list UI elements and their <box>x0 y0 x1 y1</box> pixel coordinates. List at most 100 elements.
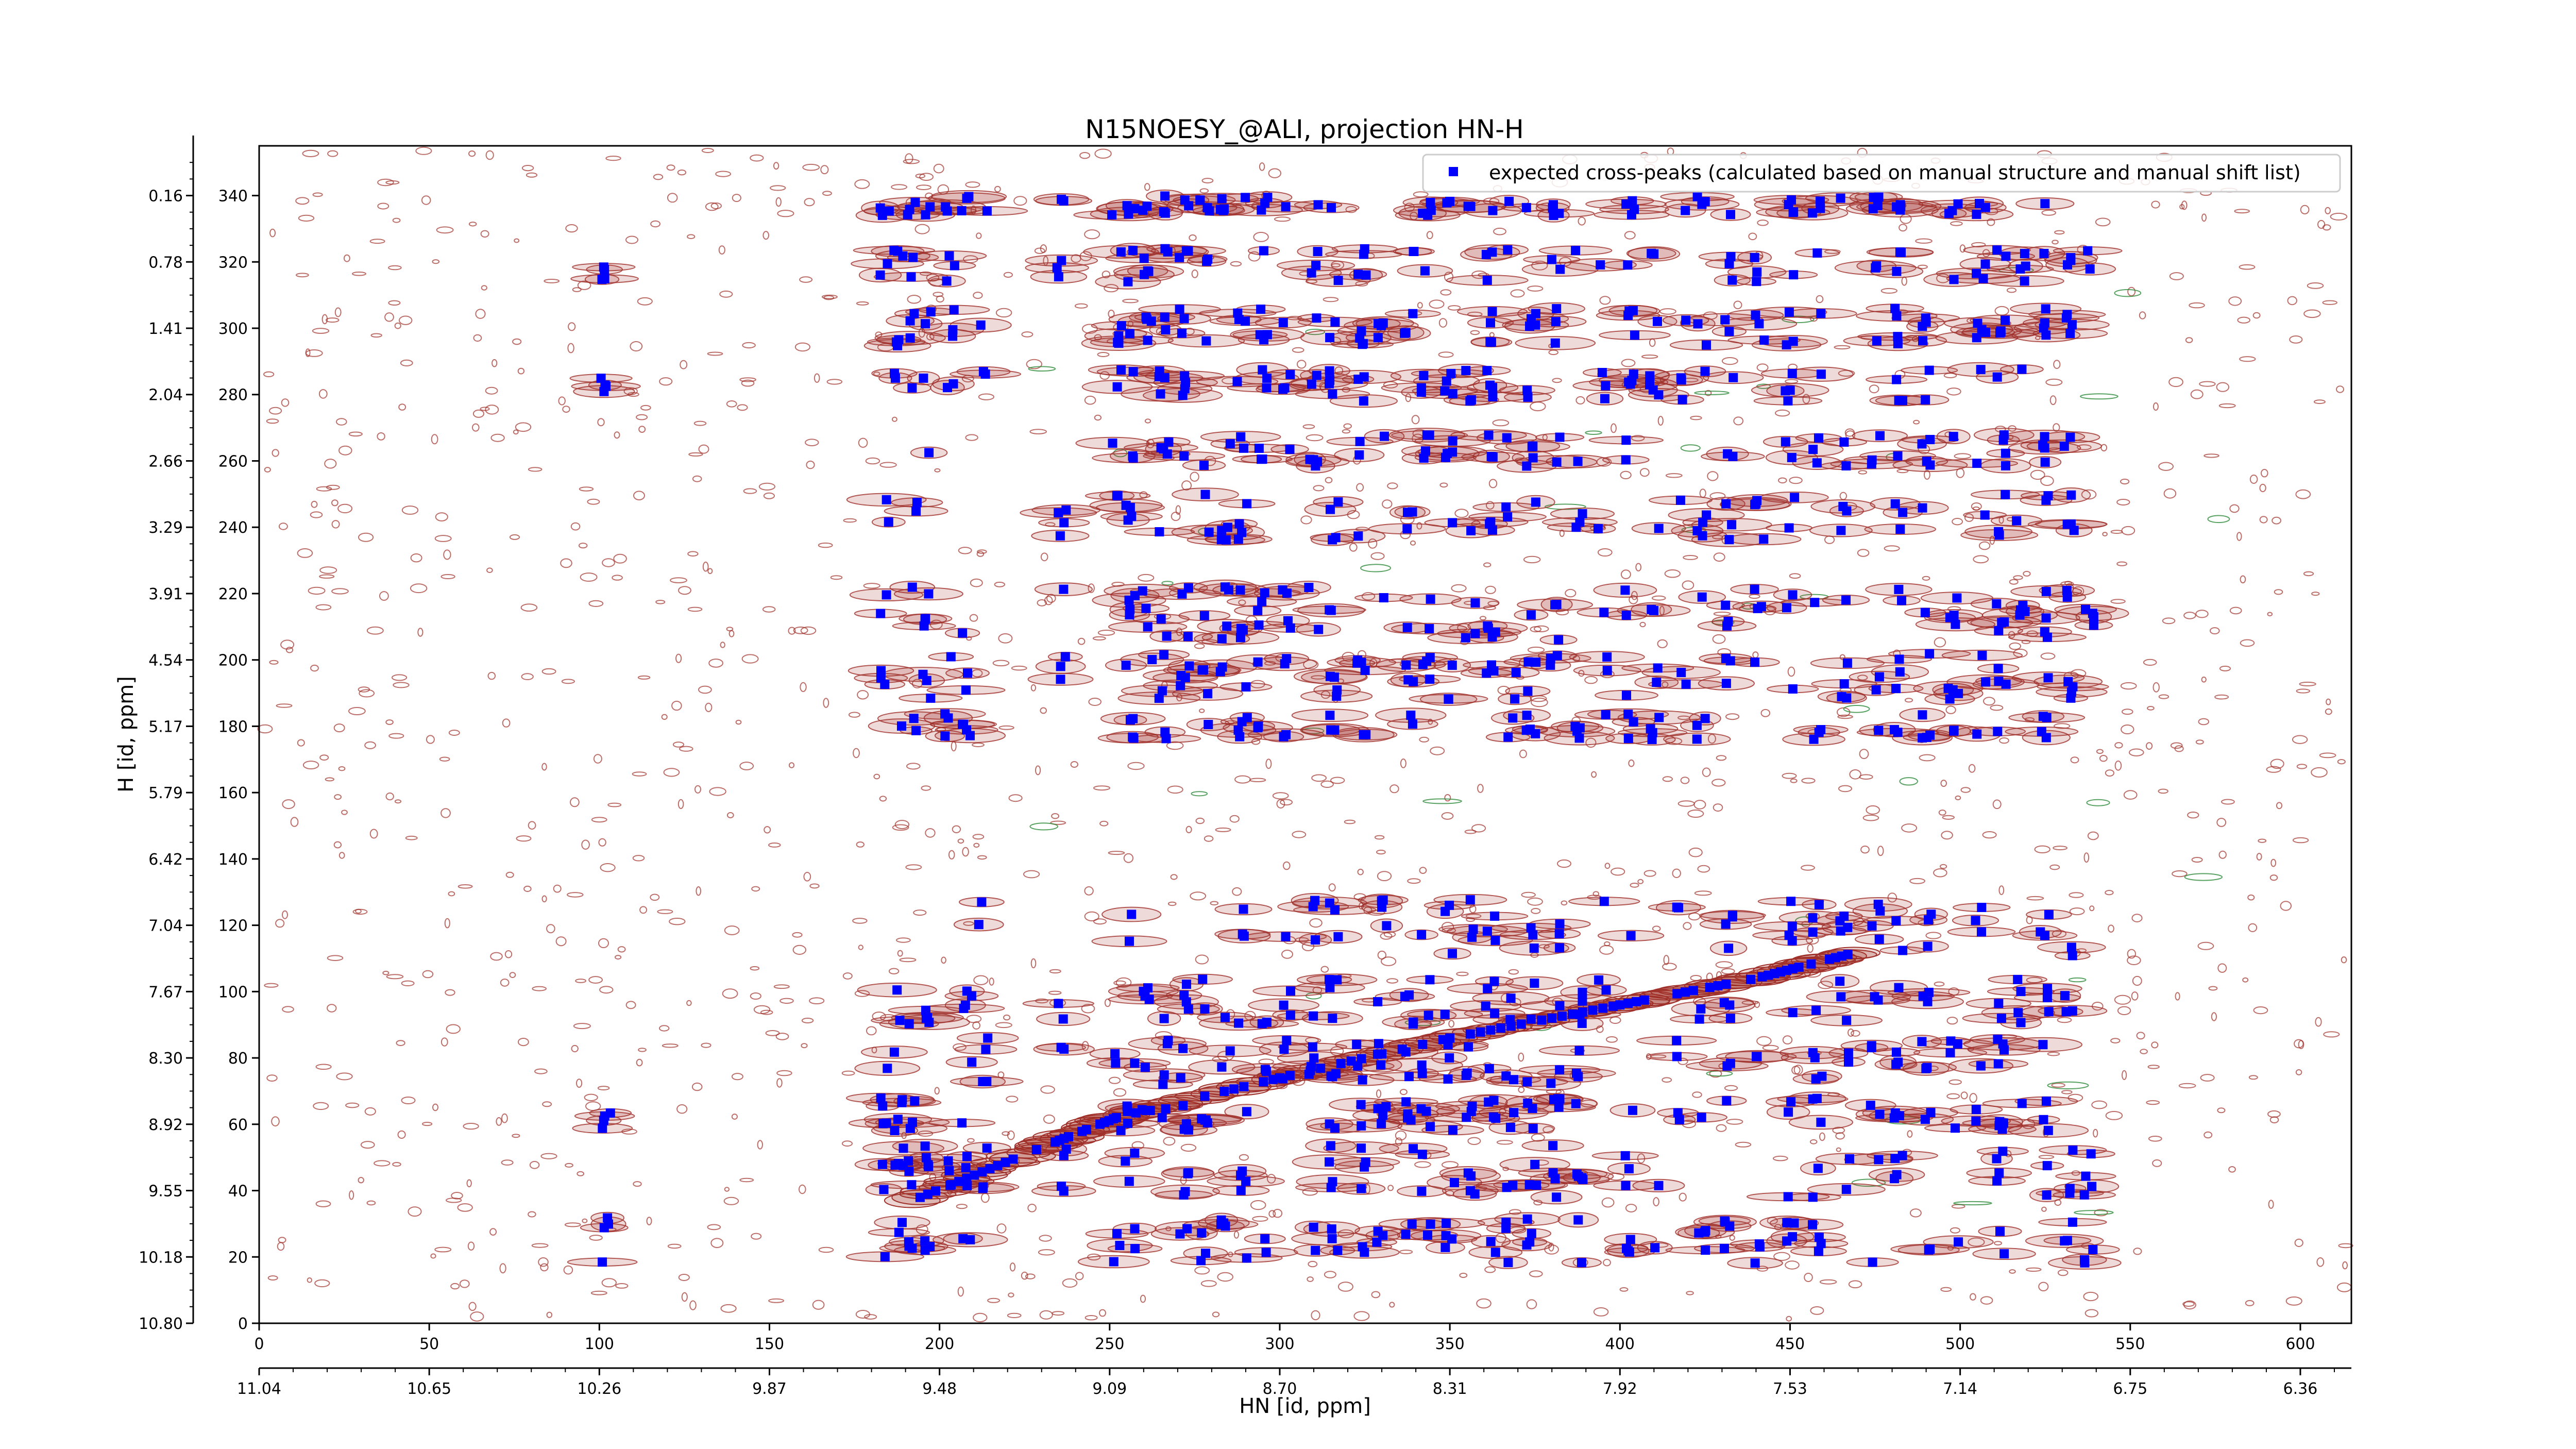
cross-peak-marker <box>1336 1058 1346 1068</box>
cross-peak-marker <box>1490 911 1500 921</box>
noise-contour <box>1665 473 1683 478</box>
cross-peak-marker <box>1307 379 1316 389</box>
cross-peak-marker <box>1156 389 1165 399</box>
x-ppm-tick-label: 7.92 <box>1603 1380 1637 1398</box>
noise-contour <box>2175 992 2180 1001</box>
noise-contour <box>400 359 413 367</box>
cross-peak-marker <box>1325 379 1334 389</box>
cross-peak-marker <box>1058 1014 1068 1024</box>
noise-contour <box>957 838 964 844</box>
noise-contour <box>513 429 519 435</box>
cross-peak-marker <box>948 325 958 334</box>
noise-contour <box>2089 905 2095 912</box>
noise-contour <box>2081 489 2097 500</box>
cross-peak-marker <box>880 1252 890 1261</box>
noise-contour <box>1757 220 1769 226</box>
cross-peak-marker <box>1286 986 1295 996</box>
noise-contour <box>338 766 346 771</box>
noise-contour <box>1194 643 1205 649</box>
noise-contour <box>448 891 455 897</box>
noise-contour <box>1215 827 1231 832</box>
cross-peak-marker <box>1204 527 1214 537</box>
noise-contour <box>489 1228 497 1236</box>
noise-contour <box>336 418 347 426</box>
noise-contour <box>1281 950 1293 959</box>
noise-contour <box>578 543 588 549</box>
noise-contour <box>715 171 731 177</box>
noise-contour <box>1483 562 1492 567</box>
cross-peak-marker <box>1109 1257 1118 1267</box>
y-axis: 010.802010.18409.55608.92808.301007.6712… <box>139 136 259 1333</box>
cross-peak-marker <box>1628 1105 1637 1115</box>
noise-contour <box>1649 338 1656 347</box>
cross-peak-marker <box>1059 1044 1069 1054</box>
cross-peak-marker <box>1784 1107 1793 1117</box>
cross-peak-marker <box>1420 266 1430 276</box>
noise-contour <box>2189 302 2205 309</box>
noise-contour <box>692 475 702 482</box>
cross-peak-marker <box>1223 523 1232 532</box>
cross-peak-marker <box>1835 976 1845 986</box>
noise-contour <box>976 551 985 557</box>
cross-peak-marker <box>908 252 918 262</box>
cross-peak-marker <box>1719 998 1729 1007</box>
cross-peak-marker <box>1445 1033 1455 1043</box>
noise-contour <box>399 315 413 325</box>
noise-contour <box>1190 471 1199 482</box>
cross-peak-marker <box>1839 437 1849 447</box>
cross-peak-marker <box>1115 1241 1125 1250</box>
y-index-tick-label: 200 <box>218 652 248 670</box>
noise-contour <box>1934 637 1946 648</box>
noise-contour <box>1249 778 1266 782</box>
cross-peak-marker <box>957 206 967 215</box>
cross-peak-marker <box>1787 452 1797 462</box>
y-ppm-tick-label: 1.41 <box>148 320 183 338</box>
noise-contour <box>1677 1057 1688 1065</box>
noise-contour <box>541 763 547 771</box>
noise-contour <box>269 228 276 238</box>
cross-peak-marker <box>897 721 906 731</box>
cross-peak-marker <box>1630 205 1639 214</box>
noise-contour <box>2158 694 2170 699</box>
cross-peak-marker <box>2086 1149 2096 1159</box>
cross-peak-marker <box>1184 201 1194 211</box>
cross-peak-marker <box>1721 679 1731 688</box>
y-ppm-tick-label: 0.78 <box>148 254 183 272</box>
cross-peak-marker <box>1895 667 1905 677</box>
cross-peak-marker <box>1285 1010 1295 1020</box>
noise-contour <box>2163 488 2177 499</box>
cross-peak-marker <box>2065 1184 2075 1193</box>
cross-peak-marker <box>1417 1150 1427 1159</box>
cross-peak-marker <box>1867 921 1877 931</box>
cross-peak-marker <box>1723 449 1733 459</box>
cross-peak-marker <box>1555 1065 1565 1075</box>
cross-peak-marker <box>1875 431 1885 441</box>
noise-contour <box>2133 1248 2142 1255</box>
noise-contour <box>1180 1143 1197 1152</box>
noise-contour <box>1087 1253 1101 1261</box>
noise-contour <box>1084 1315 1098 1321</box>
noise-contour <box>319 754 329 761</box>
cross-peak-marker <box>1550 338 1560 348</box>
cross-peak-marker <box>1219 1087 1229 1096</box>
noise-contour <box>1476 1298 1492 1309</box>
noise-contour <box>1733 300 1742 310</box>
cross-peak-marker <box>1402 524 1412 534</box>
noise-contour <box>2151 1041 2159 1049</box>
noise-contour <box>528 1211 536 1218</box>
cross-peak-marker <box>1725 1014 1735 1023</box>
cross-peak-marker <box>1057 194 1066 204</box>
cross-peak-marker <box>1488 392 1498 401</box>
noise-contour <box>773 984 790 989</box>
noise-contour <box>760 1009 773 1015</box>
cross-peak-marker <box>1470 598 1480 608</box>
noise-contour <box>1973 555 1989 564</box>
noise-contour <box>2117 1006 2131 1016</box>
cross-peak-marker <box>1992 1154 2002 1164</box>
cross-peak-marker <box>1466 526 1476 535</box>
noise-contour <box>978 393 995 400</box>
noise-contour <box>1721 968 1735 974</box>
noise-contour <box>1530 401 1546 412</box>
noise-contour <box>1760 709 1771 717</box>
noise-contour <box>582 1218 588 1223</box>
